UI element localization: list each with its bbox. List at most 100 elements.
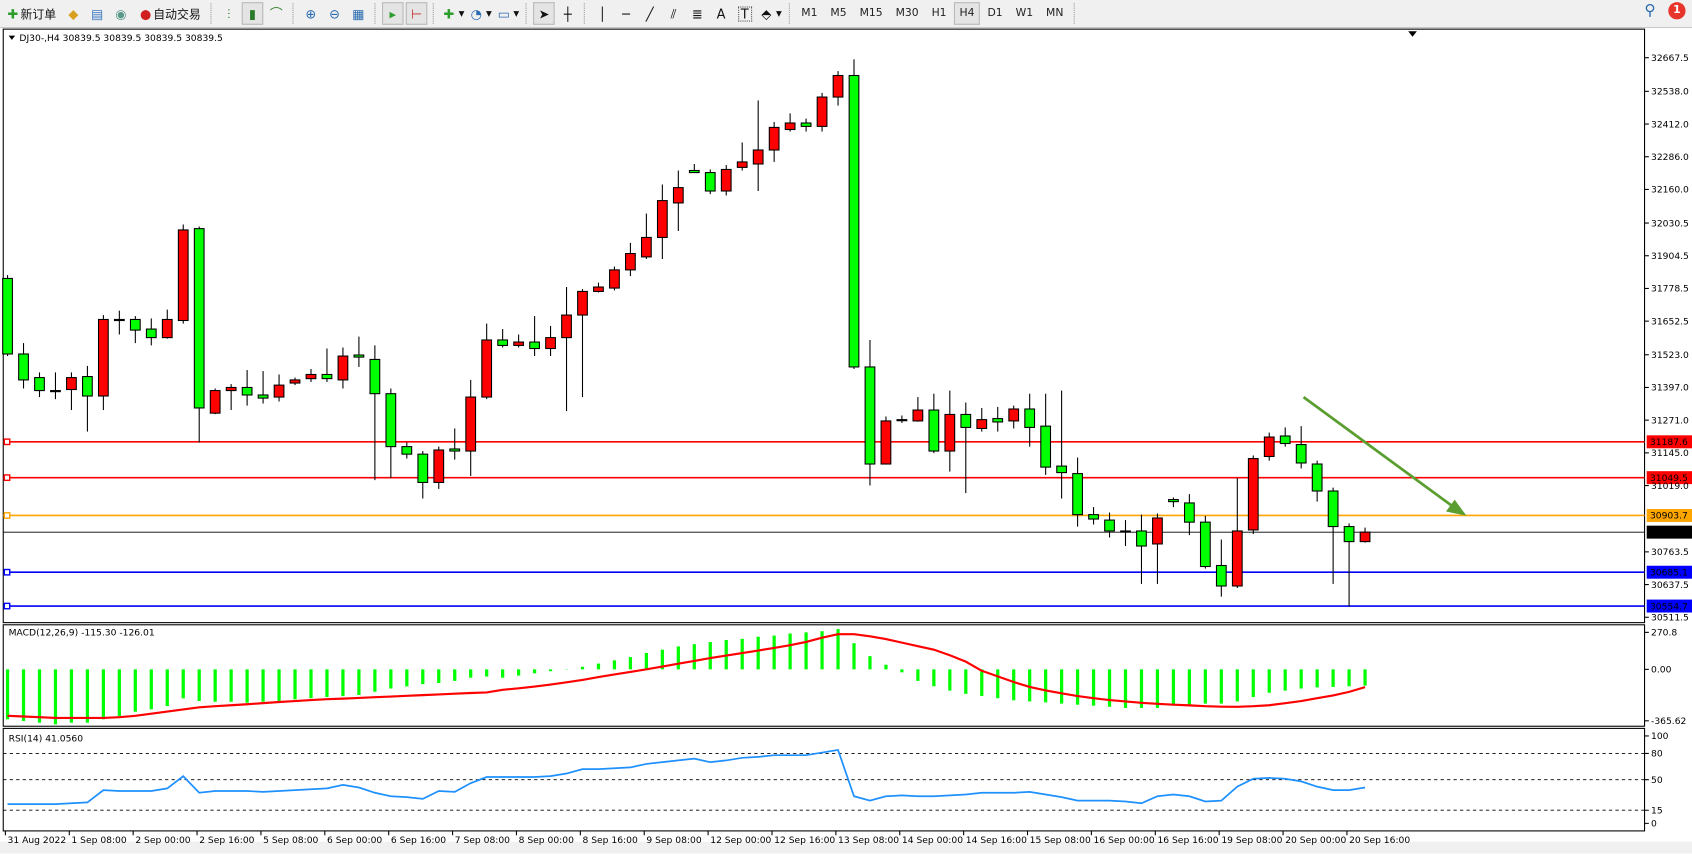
candle[interactable]	[1104, 512, 1115, 538]
level-handle[interactable]	[3, 438, 11, 446]
candle[interactable]	[2, 275, 13, 357]
notification-badge[interactable]: 1	[1668, 2, 1686, 20]
bar-chart-button[interactable]: ⫶	[218, 2, 240, 25]
candle[interactable]	[593, 282, 604, 293]
new-order-button[interactable]: ✚ 新订单	[1, 2, 60, 25]
candle[interactable]	[720, 165, 732, 196]
chart-shift-marker-icon[interactable]	[1408, 31, 1417, 37]
candle[interactable]	[784, 113, 796, 132]
candle[interactable]	[50, 372, 61, 400]
candle[interactable]	[225, 384, 237, 411]
candle[interactable]	[1183, 494, 1195, 536]
candle[interactable]	[944, 390, 956, 472]
candle[interactable]	[880, 416, 892, 465]
candle[interactable]	[1263, 432, 1275, 461]
candle[interactable]	[960, 402, 972, 494]
vertical-line-button[interactable]: │	[592, 2, 614, 25]
candle[interactable]	[1120, 520, 1131, 547]
tile-windows-button[interactable]: ▦	[347, 2, 369, 25]
candle[interactable]	[385, 388, 397, 479]
candle[interactable]	[832, 71, 844, 106]
level-handle[interactable]	[3, 568, 11, 576]
candle[interactable]	[18, 343, 29, 389]
candle[interactable]	[82, 365, 93, 432]
candle[interactable]	[1311, 460, 1323, 502]
candle[interactable]	[465, 379, 477, 476]
horizontal-line-button[interactable]: ─	[615, 2, 637, 25]
level-handle[interactable]	[3, 602, 11, 610]
candle[interactable]	[34, 372, 45, 398]
candle[interactable]	[864, 339, 876, 486]
auto-trading-button[interactable]: ● 自动交易	[134, 2, 205, 25]
equidistant-channel-button[interactable]: ⫽	[663, 2, 685, 25]
candle[interactable]	[273, 374, 285, 402]
candle[interactable]	[1231, 478, 1243, 589]
candle[interactable]	[1072, 457, 1083, 527]
candle[interactable]	[896, 415, 908, 424]
candle[interactable]	[417, 451, 429, 499]
candle[interactable]	[561, 287, 572, 412]
candle[interactable]	[672, 170, 684, 231]
trend-arrow[interactable]	[1302, 396, 1458, 511]
candle[interactable]	[768, 121, 780, 162]
crosshair-button[interactable]: ┼	[557, 2, 579, 25]
candle[interactable]	[1008, 405, 1020, 429]
timeframe-m1[interactable]: M1	[801, 7, 818, 20]
candle[interactable]	[992, 406, 1004, 432]
navigator-button[interactable]: ◉	[110, 2, 132, 25]
candle[interactable]	[928, 393, 940, 454]
candle[interactable]	[640, 213, 652, 259]
search-icon[interactable]: ⚲	[1644, 2, 1656, 20]
candle[interactable]	[848, 59, 860, 370]
timeframe-w1[interactable]: W1	[1015, 7, 1034, 20]
candle[interactable]	[625, 242, 636, 277]
timeframe-mn[interactable]: MN	[1046, 7, 1064, 20]
timeframe-m5[interactable]: M5	[830, 7, 847, 20]
candle[interactable]	[241, 370, 253, 406]
candle[interactable]	[113, 310, 125, 335]
timeframe-d1[interactable]: D1	[987, 7, 1003, 20]
cursor-button[interactable]: ➤	[533, 2, 555, 25]
candle[interactable]	[1215, 539, 1227, 597]
candle[interactable]	[1295, 426, 1307, 469]
candle[interactable]	[688, 164, 700, 174]
candle[interactable]	[1343, 523, 1355, 607]
candle[interactable]	[656, 184, 668, 259]
candle[interactable]	[129, 316, 141, 344]
candlestick-chart-button[interactable]: ▮	[241, 2, 264, 25]
candle[interactable]	[1056, 390, 1068, 499]
level-handle[interactable]	[3, 474, 11, 482]
candle[interactable]	[1359, 527, 1371, 543]
candle[interactable]	[752, 100, 764, 191]
candle[interactable]	[433, 446, 445, 489]
candle[interactable]	[513, 334, 525, 348]
candle[interactable]	[66, 372, 77, 411]
zoom-out-button[interactable]: ⊖	[324, 2, 346, 25]
trendline-button[interactable]: ╱	[639, 2, 661, 25]
candle[interactable]	[1247, 455, 1259, 535]
text-button[interactable]: A	[710, 2, 732, 25]
chart-shift-button[interactable]: ⊢	[405, 2, 428, 25]
candle[interactable]	[1024, 393, 1036, 447]
text-label-button[interactable]: T	[734, 2, 756, 25]
candle[interactable]	[257, 371, 269, 404]
candle[interactable]	[704, 169, 716, 195]
candle[interactable]	[1327, 487, 1339, 584]
timeframe-m15[interactable]: M15	[859, 7, 883, 20]
candle[interactable]	[209, 388, 221, 415]
data-window-button[interactable]: ▤	[86, 2, 108, 25]
templates-button[interactable]: ▭ ▼	[495, 2, 520, 25]
timeframe-h1[interactable]: H1	[931, 7, 947, 20]
candle[interactable]	[816, 92, 828, 132]
arrows-button[interactable]: ⬘ ▼	[758, 2, 783, 25]
candle[interactable]	[145, 318, 157, 346]
candle[interactable]	[337, 347, 349, 389]
candle[interactable]	[353, 336, 365, 367]
market-watch-button[interactable]: ◆	[63, 2, 85, 25]
candle[interactable]	[97, 315, 109, 411]
candle[interactable]	[369, 345, 381, 481]
candle[interactable]	[1136, 514, 1147, 584]
zoom-in-button[interactable]: ⊕	[300, 2, 322, 25]
candle[interactable]	[912, 397, 924, 422]
